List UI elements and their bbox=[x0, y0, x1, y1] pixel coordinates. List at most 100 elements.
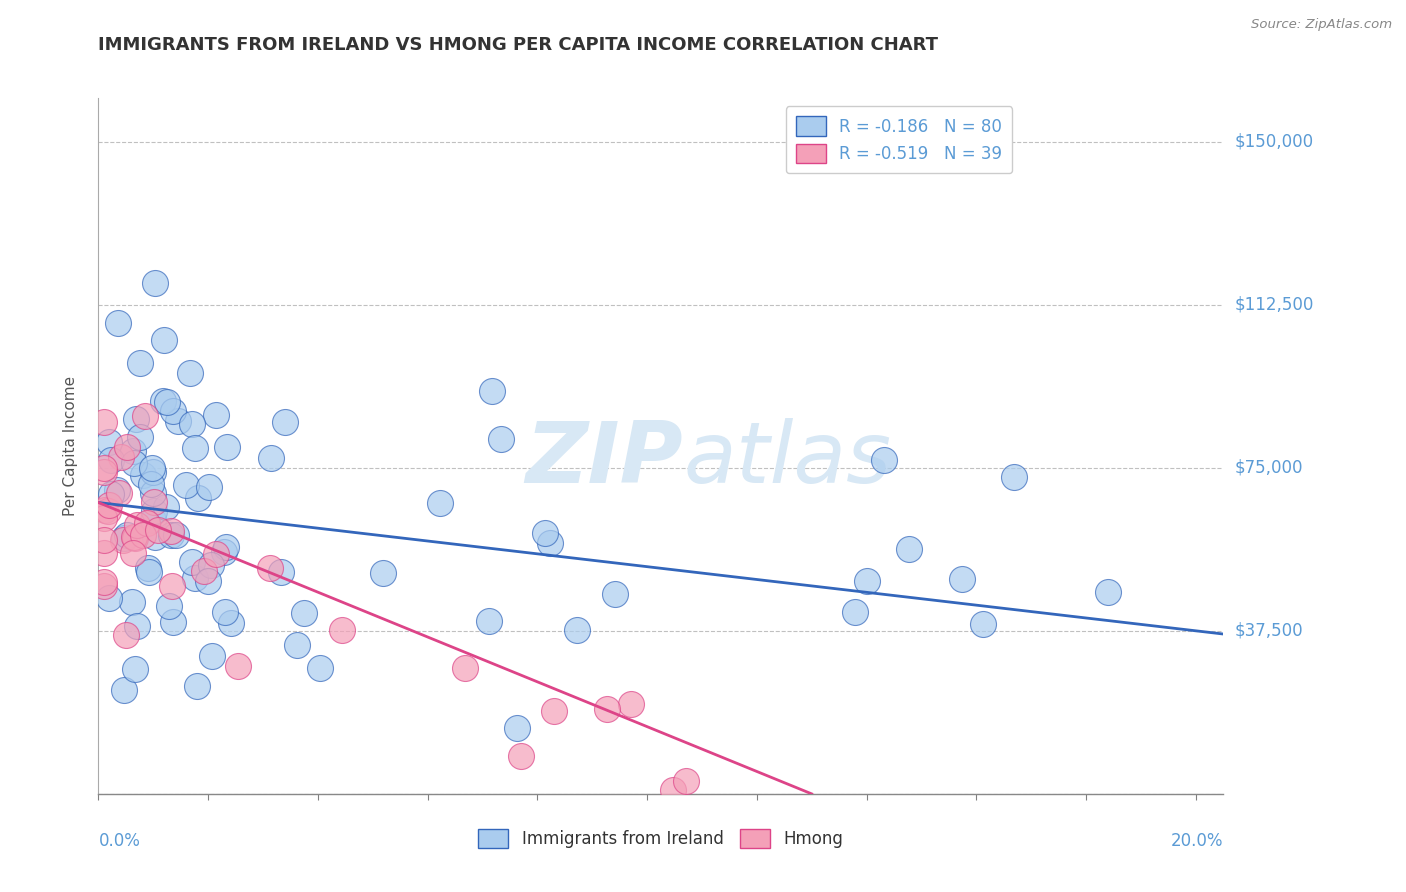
Point bbox=[873, 453, 896, 467]
Point bbox=[619, 698, 641, 712]
Point bbox=[115, 528, 138, 542]
Point bbox=[97, 498, 120, 512]
Point bbox=[603, 587, 626, 601]
Point bbox=[180, 417, 202, 431]
Point bbox=[197, 574, 219, 588]
Point bbox=[136, 561, 159, 575]
Point bbox=[217, 441, 239, 455]
Point bbox=[201, 648, 224, 663]
Point bbox=[675, 774, 697, 789]
Point bbox=[148, 523, 170, 537]
Text: $112,500: $112,500 bbox=[1234, 295, 1313, 314]
Point bbox=[187, 491, 209, 506]
Point bbox=[179, 366, 201, 380]
Point bbox=[972, 617, 994, 632]
Point bbox=[124, 531, 146, 545]
Point bbox=[93, 533, 115, 548]
Point bbox=[115, 628, 138, 642]
Point bbox=[107, 316, 129, 330]
Point bbox=[157, 599, 180, 614]
Point bbox=[112, 683, 135, 698]
Point bbox=[506, 721, 529, 735]
Point bbox=[330, 623, 353, 637]
Point bbox=[950, 572, 973, 586]
Point bbox=[205, 547, 228, 561]
Point bbox=[125, 518, 148, 533]
Point bbox=[155, 500, 177, 515]
Point bbox=[93, 575, 115, 590]
Point bbox=[121, 443, 143, 458]
Point bbox=[596, 702, 619, 716]
Point bbox=[538, 536, 561, 550]
Point bbox=[174, 477, 197, 491]
Point bbox=[481, 384, 503, 399]
Point bbox=[200, 558, 222, 572]
Point bbox=[115, 440, 138, 454]
Point bbox=[844, 605, 866, 619]
Point bbox=[143, 276, 166, 290]
Text: Source: ZipAtlas.com: Source: ZipAtlas.com bbox=[1251, 18, 1392, 31]
Point bbox=[145, 530, 167, 544]
Point bbox=[166, 414, 188, 428]
Point bbox=[429, 496, 451, 510]
Point bbox=[270, 565, 292, 579]
Text: ZIP: ZIP bbox=[526, 418, 683, 501]
Point bbox=[159, 528, 181, 542]
Point bbox=[111, 533, 134, 548]
Point bbox=[152, 333, 174, 347]
Point bbox=[373, 566, 395, 580]
Point bbox=[898, 541, 921, 556]
Point bbox=[98, 591, 121, 606]
Text: 20.0%: 20.0% bbox=[1171, 832, 1223, 850]
Point bbox=[93, 460, 115, 475]
Point bbox=[454, 661, 477, 675]
Point bbox=[160, 524, 183, 538]
Point bbox=[152, 393, 174, 408]
Point bbox=[134, 409, 156, 423]
Point bbox=[132, 528, 155, 542]
Point bbox=[141, 460, 163, 475]
Point bbox=[132, 467, 155, 482]
Point bbox=[198, 480, 221, 494]
Text: 0.0%: 0.0% bbox=[98, 832, 141, 850]
Point bbox=[285, 638, 308, 652]
Point bbox=[162, 404, 184, 418]
Point bbox=[212, 545, 235, 559]
Text: IMMIGRANTS FROM IRELAND VS HMONG PER CAPITA INCOME CORRELATION CHART: IMMIGRANTS FROM IRELAND VS HMONG PER CAP… bbox=[98, 36, 938, 54]
Point bbox=[143, 504, 166, 518]
Point bbox=[565, 623, 588, 637]
Point bbox=[138, 565, 160, 579]
Point bbox=[122, 530, 145, 544]
Point bbox=[93, 510, 115, 524]
Point bbox=[184, 571, 207, 585]
Point bbox=[661, 782, 683, 797]
Point bbox=[478, 614, 501, 628]
Point bbox=[856, 574, 879, 588]
Point bbox=[186, 679, 208, 693]
Point bbox=[142, 495, 165, 509]
Point bbox=[93, 546, 115, 560]
Point bbox=[142, 513, 165, 527]
Point bbox=[97, 504, 120, 518]
Point bbox=[156, 395, 179, 409]
Point bbox=[260, 450, 283, 465]
Point bbox=[510, 748, 533, 763]
Legend: Immigrants from Ireland, Hmong: Immigrants from Ireland, Hmong bbox=[471, 822, 851, 855]
Point bbox=[107, 483, 129, 498]
Point bbox=[214, 605, 236, 619]
Point bbox=[1097, 584, 1119, 599]
Point bbox=[100, 453, 122, 467]
Point bbox=[135, 516, 157, 530]
Point bbox=[108, 485, 131, 500]
Point bbox=[94, 503, 117, 517]
Point bbox=[205, 408, 228, 422]
Point bbox=[184, 441, 207, 455]
Point bbox=[93, 579, 115, 593]
Point bbox=[142, 486, 165, 500]
Point bbox=[165, 528, 187, 542]
Y-axis label: Per Capita Income: Per Capita Income bbox=[63, 376, 77, 516]
Point bbox=[308, 661, 330, 675]
Point bbox=[110, 450, 132, 465]
Point bbox=[534, 525, 557, 540]
Point bbox=[93, 465, 115, 479]
